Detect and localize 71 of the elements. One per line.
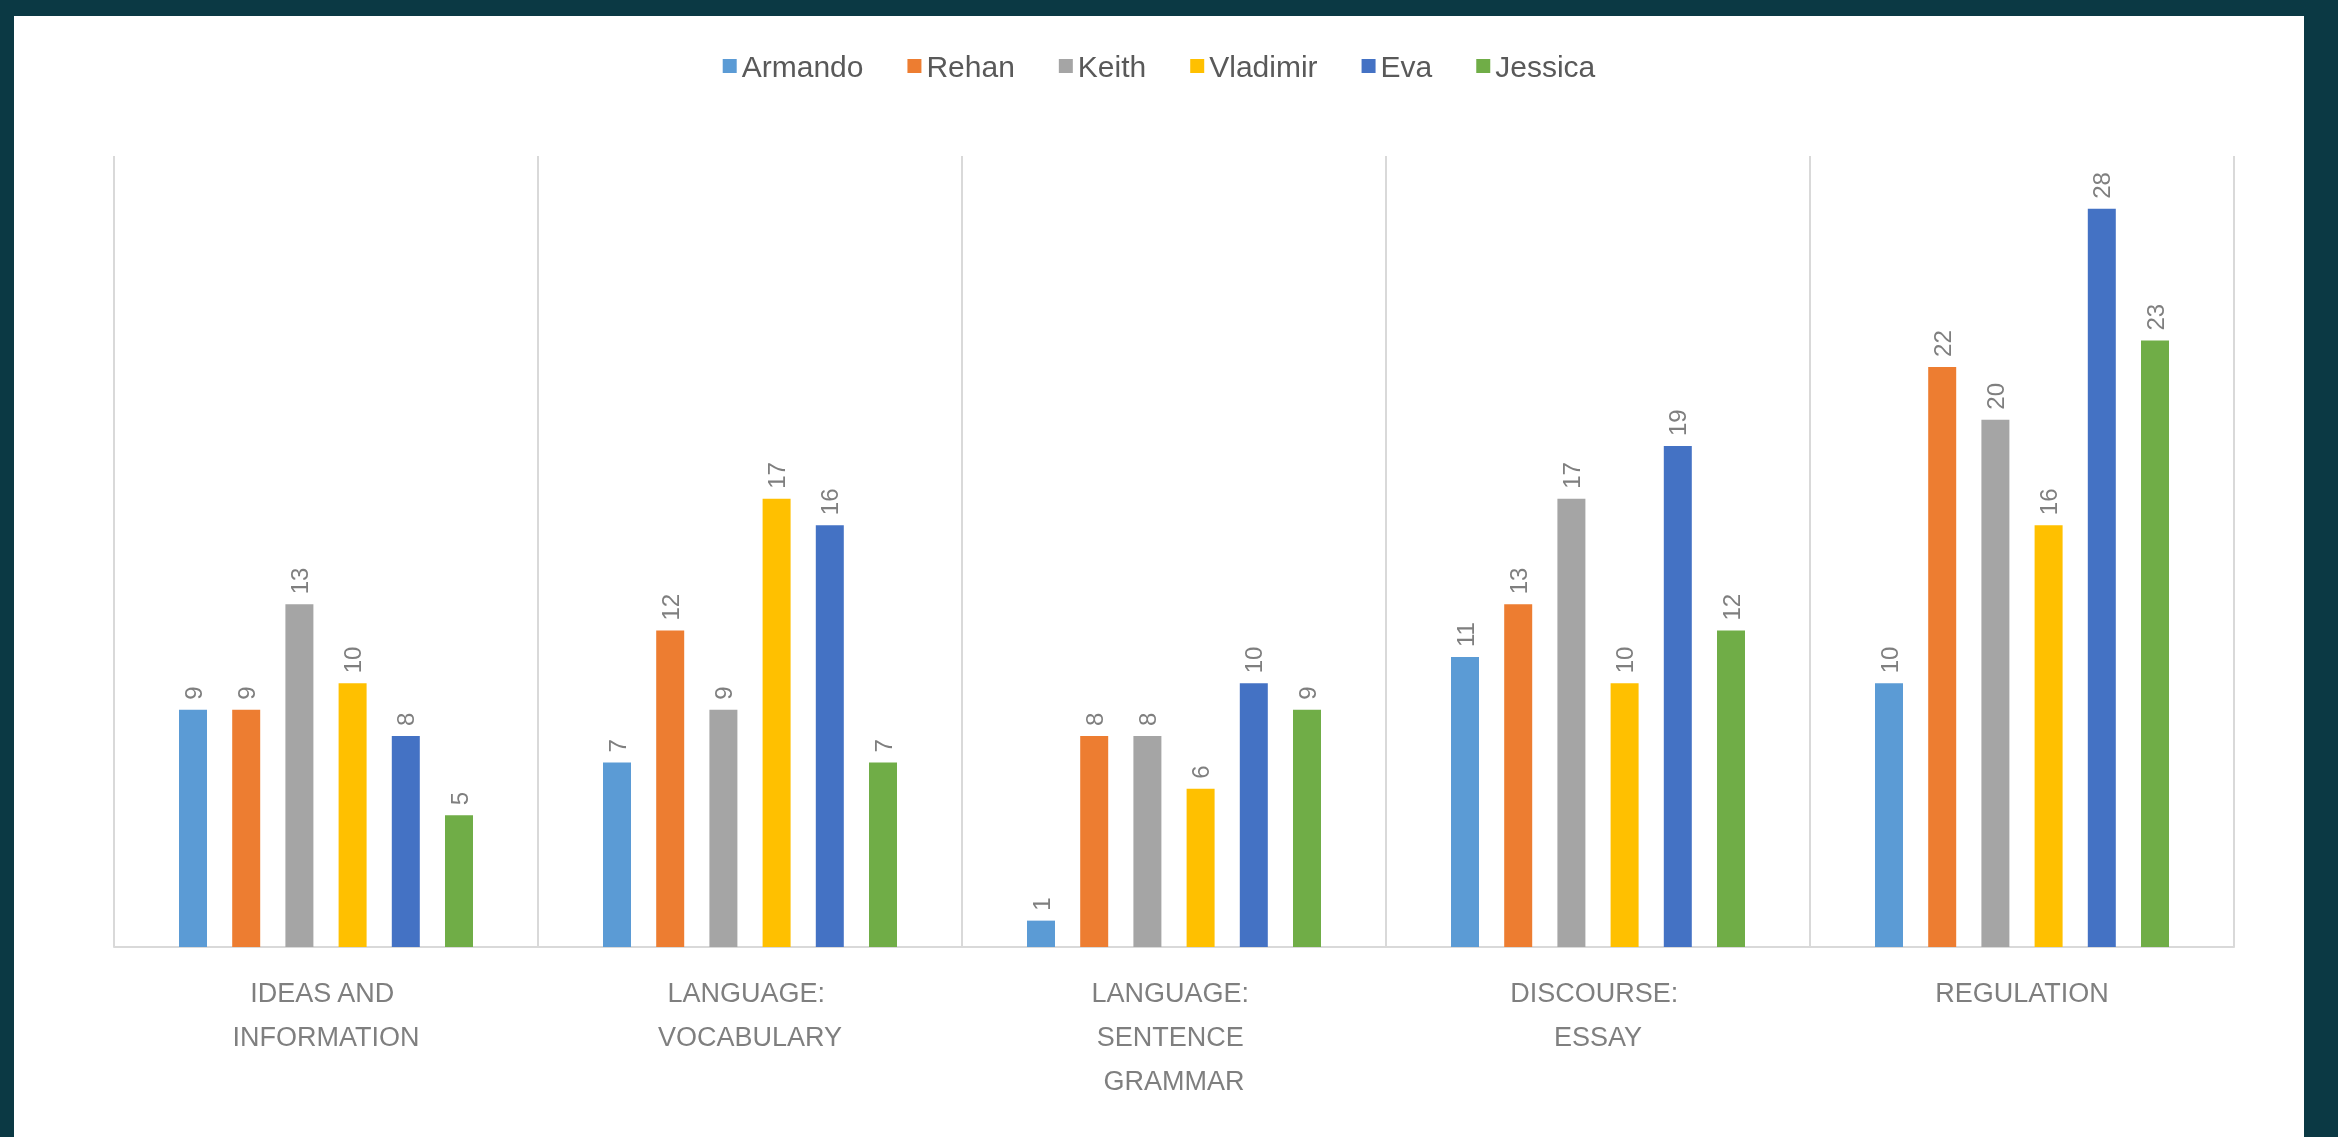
x-tick-label: REGULATION	[1935, 978, 2109, 1008]
data-label: 10	[1611, 646, 1639, 674]
legend-label: Jessica	[1495, 49, 1596, 83]
data-label: 6	[1187, 765, 1215, 779]
bar	[2087, 208, 2116, 947]
bar	[815, 525, 844, 947]
data-label: 5	[445, 791, 473, 806]
legend-label: Rehan	[926, 49, 1015, 83]
bar	[1133, 736, 1162, 947]
data-label: 20	[1981, 382, 2009, 410]
bar	[285, 604, 314, 947]
data-label: 16	[2035, 488, 2063, 516]
bar	[1663, 446, 1692, 947]
data-label: 12	[656, 593, 684, 621]
data-label: 10	[1240, 646, 1268, 674]
bar	[869, 762, 897, 947]
data-label: 9	[709, 686, 737, 700]
data-label: 23	[2141, 303, 2169, 331]
bar	[232, 709, 261, 947]
bar	[1080, 736, 1109, 947]
bar	[445, 815, 473, 947]
bar	[1451, 656, 1479, 947]
data-label: 1	[1027, 897, 1055, 911]
data-label: 9	[179, 686, 207, 700]
data-label: 10	[339, 646, 367, 674]
data-label: 13	[1504, 567, 1532, 595]
bar	[1504, 604, 1533, 947]
legend-label: Armando	[741, 49, 864, 83]
x-tick-label: IDEAS AND INFORMATION	[232, 978, 420, 1052]
bar	[1293, 709, 1321, 947]
data-label: 8	[1080, 712, 1108, 727]
bar	[762, 498, 791, 947]
data-label: 17	[763, 462, 791, 489]
bar	[1186, 788, 1215, 947]
legend-label: Eva	[1380, 49, 1433, 83]
x-tick-label: DISCOURSE: ESSAY	[1510, 978, 1686, 1052]
bar	[391, 736, 420, 947]
data-label: 19	[1664, 409, 1692, 437]
bar	[179, 709, 207, 947]
x-tick-label: LANGUAGE: VOCABULARY	[657, 978, 843, 1052]
legend-label: Vladimir	[1209, 49, 1318, 83]
bar	[1981, 419, 2010, 947]
data-label: 8	[1133, 712, 1161, 727]
data-label: 12	[1717, 593, 1745, 621]
bar	[338, 683, 367, 947]
data-label: 9	[232, 686, 260, 700]
bar	[1239, 683, 1268, 947]
bar	[709, 709, 738, 947]
bar	[2034, 525, 2063, 947]
data-label: 17	[1557, 462, 1585, 489]
bar	[1557, 498, 1586, 947]
bar	[2141, 340, 2169, 947]
data-label: 9	[1293, 686, 1321, 700]
data-label: 7	[869, 739, 897, 753]
data-label: 10	[1875, 646, 1903, 674]
legend-label: Keith	[1077, 49, 1147, 83]
x-tick-label: LANGUAGE: SENTENCE GRAMMAR	[1091, 978, 1257, 1096]
bar	[1717, 630, 1745, 947]
bar	[603, 762, 631, 947]
bar	[1928, 366, 1957, 947]
bar	[1610, 683, 1639, 947]
data-label: 8	[392, 712, 420, 727]
bar	[656, 630, 685, 947]
data-label: 7	[603, 739, 631, 753]
bar	[1875, 683, 1903, 947]
data-label: 13	[285, 567, 313, 595]
data-label: 28	[2088, 172, 2116, 199]
data-label: 16	[816, 488, 844, 516]
data-label: 22	[1928, 330, 1956, 357]
data-label: 11	[1451, 622, 1479, 647]
bar	[1027, 920, 1055, 947]
